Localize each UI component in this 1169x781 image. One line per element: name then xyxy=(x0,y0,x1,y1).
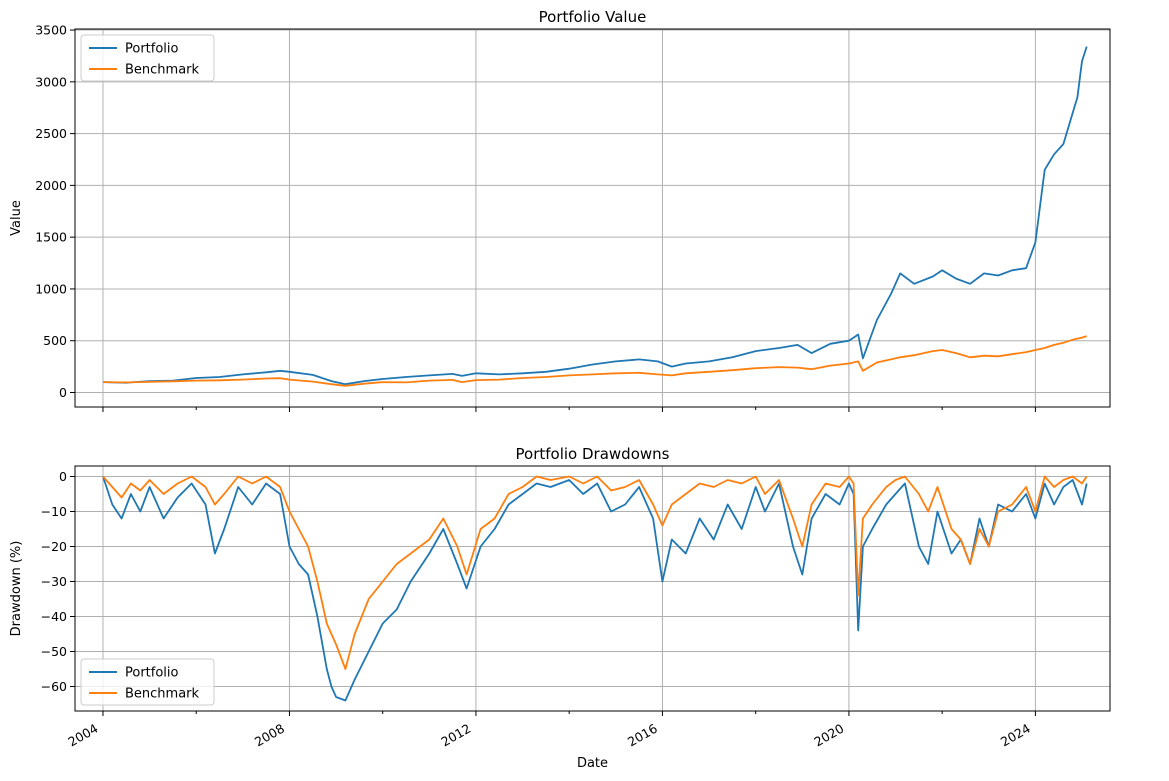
value-legend-portfolio-label: Portfolio xyxy=(125,42,179,57)
value-legend-benchmark-label: Benchmark xyxy=(125,63,200,78)
y-tick-label: −20 xyxy=(41,539,67,554)
y-tick-label: 1000 xyxy=(35,281,67,296)
value-legend: Portfolio Benchmark xyxy=(80,34,215,82)
x-tick-label: 2012 xyxy=(438,721,473,750)
y-tick-label: −40 xyxy=(41,609,67,624)
drawdown-legend: Portfolio Benchmark xyxy=(80,658,215,706)
x-tick-label: 2020 xyxy=(811,721,846,750)
y-tick-label: 3500 xyxy=(35,23,67,38)
drawdown-grid xyxy=(75,466,1110,711)
y-tick-label: 0 xyxy=(59,469,67,484)
y-tick-label: 2000 xyxy=(35,178,67,193)
value-y-ticks: 0 500 1000 1500 2000 2500 3000 3500 xyxy=(35,23,75,400)
drawdown-legend-benchmark-label: Benchmark xyxy=(125,687,200,702)
y-tick-label: 0 xyxy=(59,385,67,400)
x-tick-label: 2024 xyxy=(998,721,1033,750)
x-tick-label: 2004 xyxy=(65,721,100,750)
portfolio-line xyxy=(102,46,1088,386)
x-tick-label: 2016 xyxy=(625,721,660,750)
portfolio-line xyxy=(102,476,1088,702)
value-grid xyxy=(75,29,1110,407)
portfolio-drawdowns-panel: 0 −10 −20 −30 −40 −50 −60 2004 2008 2012 2016 2020… xyxy=(9,445,1111,771)
y-tick-label: 3000 xyxy=(35,74,67,89)
portfolio-value-panel: 0 500 1000 1500 2000 2500 3000 3500 Portfolio V… xyxy=(9,8,1111,412)
drawdown-axes-frame xyxy=(74,465,1111,712)
drawdown-series xyxy=(102,475,1088,702)
benchmark-line xyxy=(102,335,1087,387)
y-tick-label: 500 xyxy=(43,333,67,348)
drawdown-chart-title: Portfolio Drawdowns xyxy=(516,445,670,463)
value-axes-frame xyxy=(74,28,1111,408)
value-y-axis-label: Value xyxy=(9,200,24,236)
value-series xyxy=(102,46,1088,387)
drawdown-y-ticks: 0 −10 −20 −30 −40 −50 −60 xyxy=(41,469,75,694)
y-tick-label: −10 xyxy=(41,504,67,519)
y-tick-label: −30 xyxy=(41,574,67,589)
y-tick-label: −60 xyxy=(41,679,67,694)
drawdown-y-axis-label: Drawdown (%) xyxy=(9,541,24,637)
drawdown-x-axis-label: Date xyxy=(577,756,608,771)
benchmark-line xyxy=(102,475,1088,670)
y-tick-label: −50 xyxy=(41,644,67,659)
value-chart-title: Portfolio Value xyxy=(539,8,647,26)
y-tick-label: 2500 xyxy=(35,126,67,141)
drawdown-legend-portfolio-label: Portfolio xyxy=(125,666,179,681)
x-tick-label: 2008 xyxy=(252,721,287,750)
y-tick-label: 1500 xyxy=(35,230,67,245)
value-x-ticks xyxy=(102,407,1036,412)
drawdown-x-ticks: 2004 2008 2012 2016 2020 2024 xyxy=(65,711,1036,750)
